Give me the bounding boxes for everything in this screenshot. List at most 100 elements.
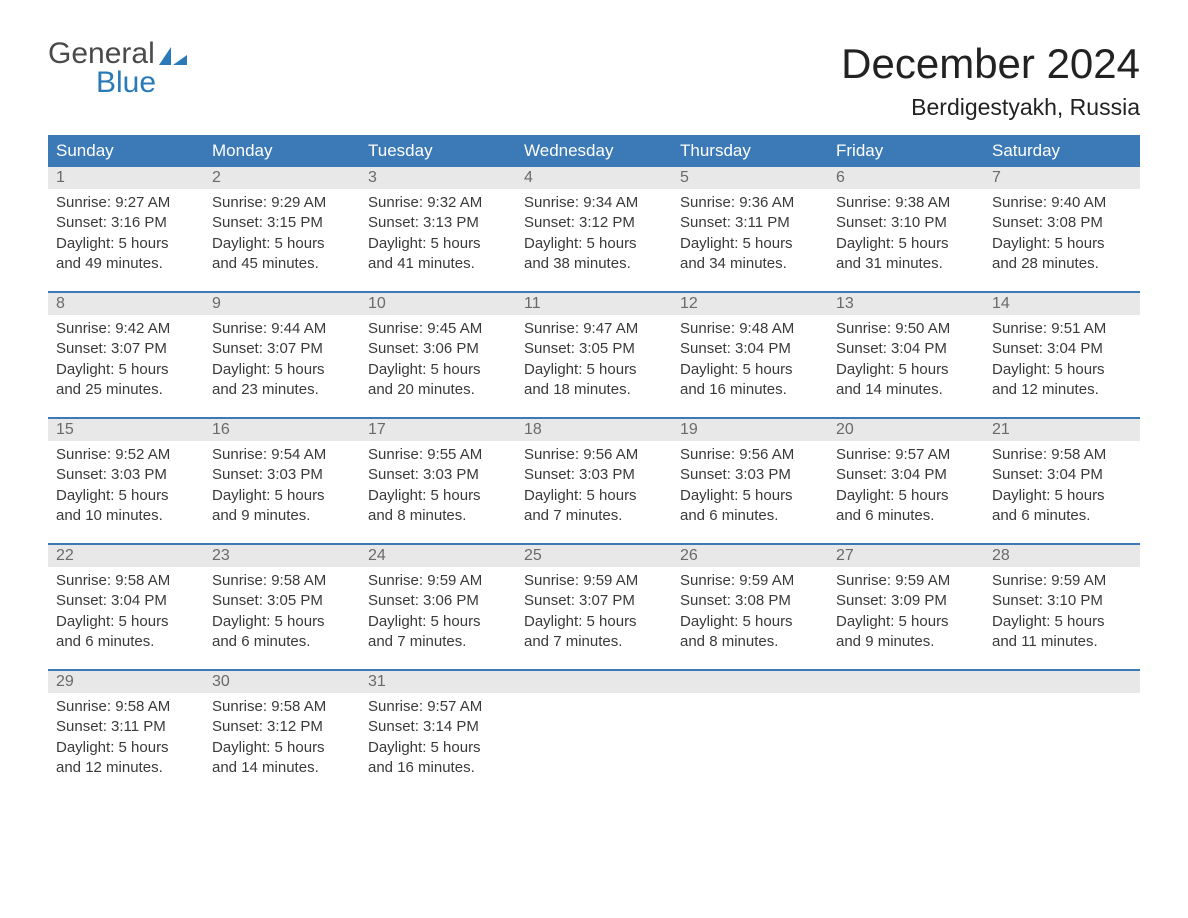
day-number: 22 <box>48 545 204 567</box>
day-cell: 6Sunrise: 9:38 AMSunset: 3:10 PMDaylight… <box>828 167 984 285</box>
day-body: Sunrise: 9:58 AMSunset: 3:05 PMDaylight:… <box>204 567 360 660</box>
day-body: Sunrise: 9:54 AMSunset: 3:03 PMDaylight:… <box>204 441 360 534</box>
day-line-sr: Sunrise: 9:29 AM <box>212 193 352 213</box>
logo-line1-wrap: General <box>48 40 187 69</box>
day-number: 18 <box>516 419 672 441</box>
day-number: 26 <box>672 545 828 567</box>
day-line-d1: Daylight: 5 hours <box>680 486 820 506</box>
day-line-d1: Daylight: 5 hours <box>212 234 352 254</box>
day-line-d1: Daylight: 5 hours <box>212 360 352 380</box>
day-cell: 26Sunrise: 9:59 AMSunset: 3:08 PMDayligh… <box>672 545 828 663</box>
day-number: 10 <box>360 293 516 315</box>
day-number <box>984 671 1140 693</box>
day-number: 16 <box>204 419 360 441</box>
day-line-sr: Sunrise: 9:34 AM <box>524 193 664 213</box>
day-header: Friday <box>828 141 984 161</box>
day-line-d1: Daylight: 5 hours <box>836 234 976 254</box>
day-line-d2: and 49 minutes. <box>56 254 196 274</box>
day-line-d1: Daylight: 5 hours <box>524 612 664 632</box>
day-body: Sunrise: 9:55 AMSunset: 3:03 PMDaylight:… <box>360 441 516 534</box>
day-cell <box>516 671 672 789</box>
day-line-d2: and 14 minutes. <box>212 758 352 778</box>
day-body: Sunrise: 9:59 AMSunset: 3:08 PMDaylight:… <box>672 567 828 660</box>
day-number: 31 <box>360 671 516 693</box>
day-line-sr: Sunrise: 9:51 AM <box>992 319 1132 339</box>
day-line-ss: Sunset: 3:16 PM <box>56 213 196 233</box>
day-line-sr: Sunrise: 9:56 AM <box>680 445 820 465</box>
day-body: Sunrise: 9:36 AMSunset: 3:11 PMDaylight:… <box>672 189 828 282</box>
day-number: 23 <box>204 545 360 567</box>
day-line-ss: Sunset: 3:11 PM <box>56 717 196 737</box>
day-body: Sunrise: 9:58 AMSunset: 3:11 PMDaylight:… <box>48 693 204 786</box>
day-line-ss: Sunset: 3:04 PM <box>836 465 976 485</box>
day-line-d2: and 6 minutes. <box>992 506 1132 526</box>
day-body: Sunrise: 9:34 AMSunset: 3:12 PMDaylight:… <box>516 189 672 282</box>
day-line-sr: Sunrise: 9:58 AM <box>212 571 352 591</box>
day-line-d2: and 8 minutes. <box>680 632 820 652</box>
day-line-sr: Sunrise: 9:42 AM <box>56 319 196 339</box>
day-line-sr: Sunrise: 9:58 AM <box>56 697 196 717</box>
day-line-d1: Daylight: 5 hours <box>680 234 820 254</box>
day-line-d2: and 41 minutes. <box>368 254 508 274</box>
day-line-d1: Daylight: 5 hours <box>524 234 664 254</box>
day-line-d2: and 6 minutes. <box>680 506 820 526</box>
week-row: 1Sunrise: 9:27 AMSunset: 3:16 PMDaylight… <box>48 167 1140 285</box>
day-line-ss: Sunset: 3:06 PM <box>368 591 508 611</box>
day-cell: 5Sunrise: 9:36 AMSunset: 3:11 PMDaylight… <box>672 167 828 285</box>
day-line-d2: and 12 minutes. <box>992 380 1132 400</box>
day-line-d1: Daylight: 5 hours <box>368 360 508 380</box>
day-line-ss: Sunset: 3:10 PM <box>836 213 976 233</box>
day-line-sr: Sunrise: 9:56 AM <box>524 445 664 465</box>
day-body: Sunrise: 9:32 AMSunset: 3:13 PMDaylight:… <box>360 189 516 282</box>
day-number: 4 <box>516 167 672 189</box>
day-cell: 9Sunrise: 9:44 AMSunset: 3:07 PMDaylight… <box>204 293 360 411</box>
day-cell: 30Sunrise: 9:58 AMSunset: 3:12 PMDayligh… <box>204 671 360 789</box>
day-line-d2: and 28 minutes. <box>992 254 1132 274</box>
day-number: 21 <box>984 419 1140 441</box>
day-number: 20 <box>828 419 984 441</box>
day-cell: 4Sunrise: 9:34 AMSunset: 3:12 PMDaylight… <box>516 167 672 285</box>
day-line-ss: Sunset: 3:07 PM <box>212 339 352 359</box>
day-line-ss: Sunset: 3:09 PM <box>836 591 976 611</box>
day-cell: 18Sunrise: 9:56 AMSunset: 3:03 PMDayligh… <box>516 419 672 537</box>
day-body: Sunrise: 9:57 AMSunset: 3:04 PMDaylight:… <box>828 441 984 534</box>
day-cell: 16Sunrise: 9:54 AMSunset: 3:03 PMDayligh… <box>204 419 360 537</box>
week-row: 29Sunrise: 9:58 AMSunset: 3:11 PMDayligh… <box>48 669 1140 789</box>
day-line-ss: Sunset: 3:15 PM <box>212 213 352 233</box>
day-body: Sunrise: 9:40 AMSunset: 3:08 PMDaylight:… <box>984 189 1140 282</box>
day-cell: 19Sunrise: 9:56 AMSunset: 3:03 PMDayligh… <box>672 419 828 537</box>
day-number <box>828 671 984 693</box>
day-line-ss: Sunset: 3:05 PM <box>524 339 664 359</box>
day-header: Wednesday <box>516 141 672 161</box>
day-line-ss: Sunset: 3:10 PM <box>992 591 1132 611</box>
day-line-ss: Sunset: 3:03 PM <box>524 465 664 485</box>
day-line-d1: Daylight: 5 hours <box>56 738 196 758</box>
day-number: 28 <box>984 545 1140 567</box>
day-line-d1: Daylight: 5 hours <box>212 612 352 632</box>
day-cell: 29Sunrise: 9:58 AMSunset: 3:11 PMDayligh… <box>48 671 204 789</box>
day-line-d2: and 10 minutes. <box>56 506 196 526</box>
day-body: Sunrise: 9:58 AMSunset: 3:12 PMDaylight:… <box>204 693 360 786</box>
day-line-sr: Sunrise: 9:59 AM <box>680 571 820 591</box>
day-line-ss: Sunset: 3:03 PM <box>680 465 820 485</box>
day-line-d1: Daylight: 5 hours <box>368 612 508 632</box>
day-number: 30 <box>204 671 360 693</box>
day-cell: 11Sunrise: 9:47 AMSunset: 3:05 PMDayligh… <box>516 293 672 411</box>
day-body: Sunrise: 9:29 AMSunset: 3:15 PMDaylight:… <box>204 189 360 282</box>
day-body: Sunrise: 9:38 AMSunset: 3:10 PMDaylight:… <box>828 189 984 282</box>
day-cell: 25Sunrise: 9:59 AMSunset: 3:07 PMDayligh… <box>516 545 672 663</box>
day-line-d1: Daylight: 5 hours <box>992 360 1132 380</box>
day-line-d2: and 25 minutes. <box>56 380 196 400</box>
day-number: 9 <box>204 293 360 315</box>
day-line-d2: and 8 minutes. <box>368 506 508 526</box>
day-body: Sunrise: 9:47 AMSunset: 3:05 PMDaylight:… <box>516 315 672 408</box>
day-line-ss: Sunset: 3:12 PM <box>212 717 352 737</box>
day-line-d2: and 16 minutes. <box>680 380 820 400</box>
day-body: Sunrise: 9:59 AMSunset: 3:07 PMDaylight:… <box>516 567 672 660</box>
day-number: 25 <box>516 545 672 567</box>
day-line-sr: Sunrise: 9:59 AM <box>524 571 664 591</box>
location: Berdigestyakh, Russia <box>841 94 1140 121</box>
day-line-d1: Daylight: 5 hours <box>680 612 820 632</box>
header: General Blue December 2024 Berdigestyakh… <box>48 40 1140 121</box>
day-line-sr: Sunrise: 9:48 AM <box>680 319 820 339</box>
